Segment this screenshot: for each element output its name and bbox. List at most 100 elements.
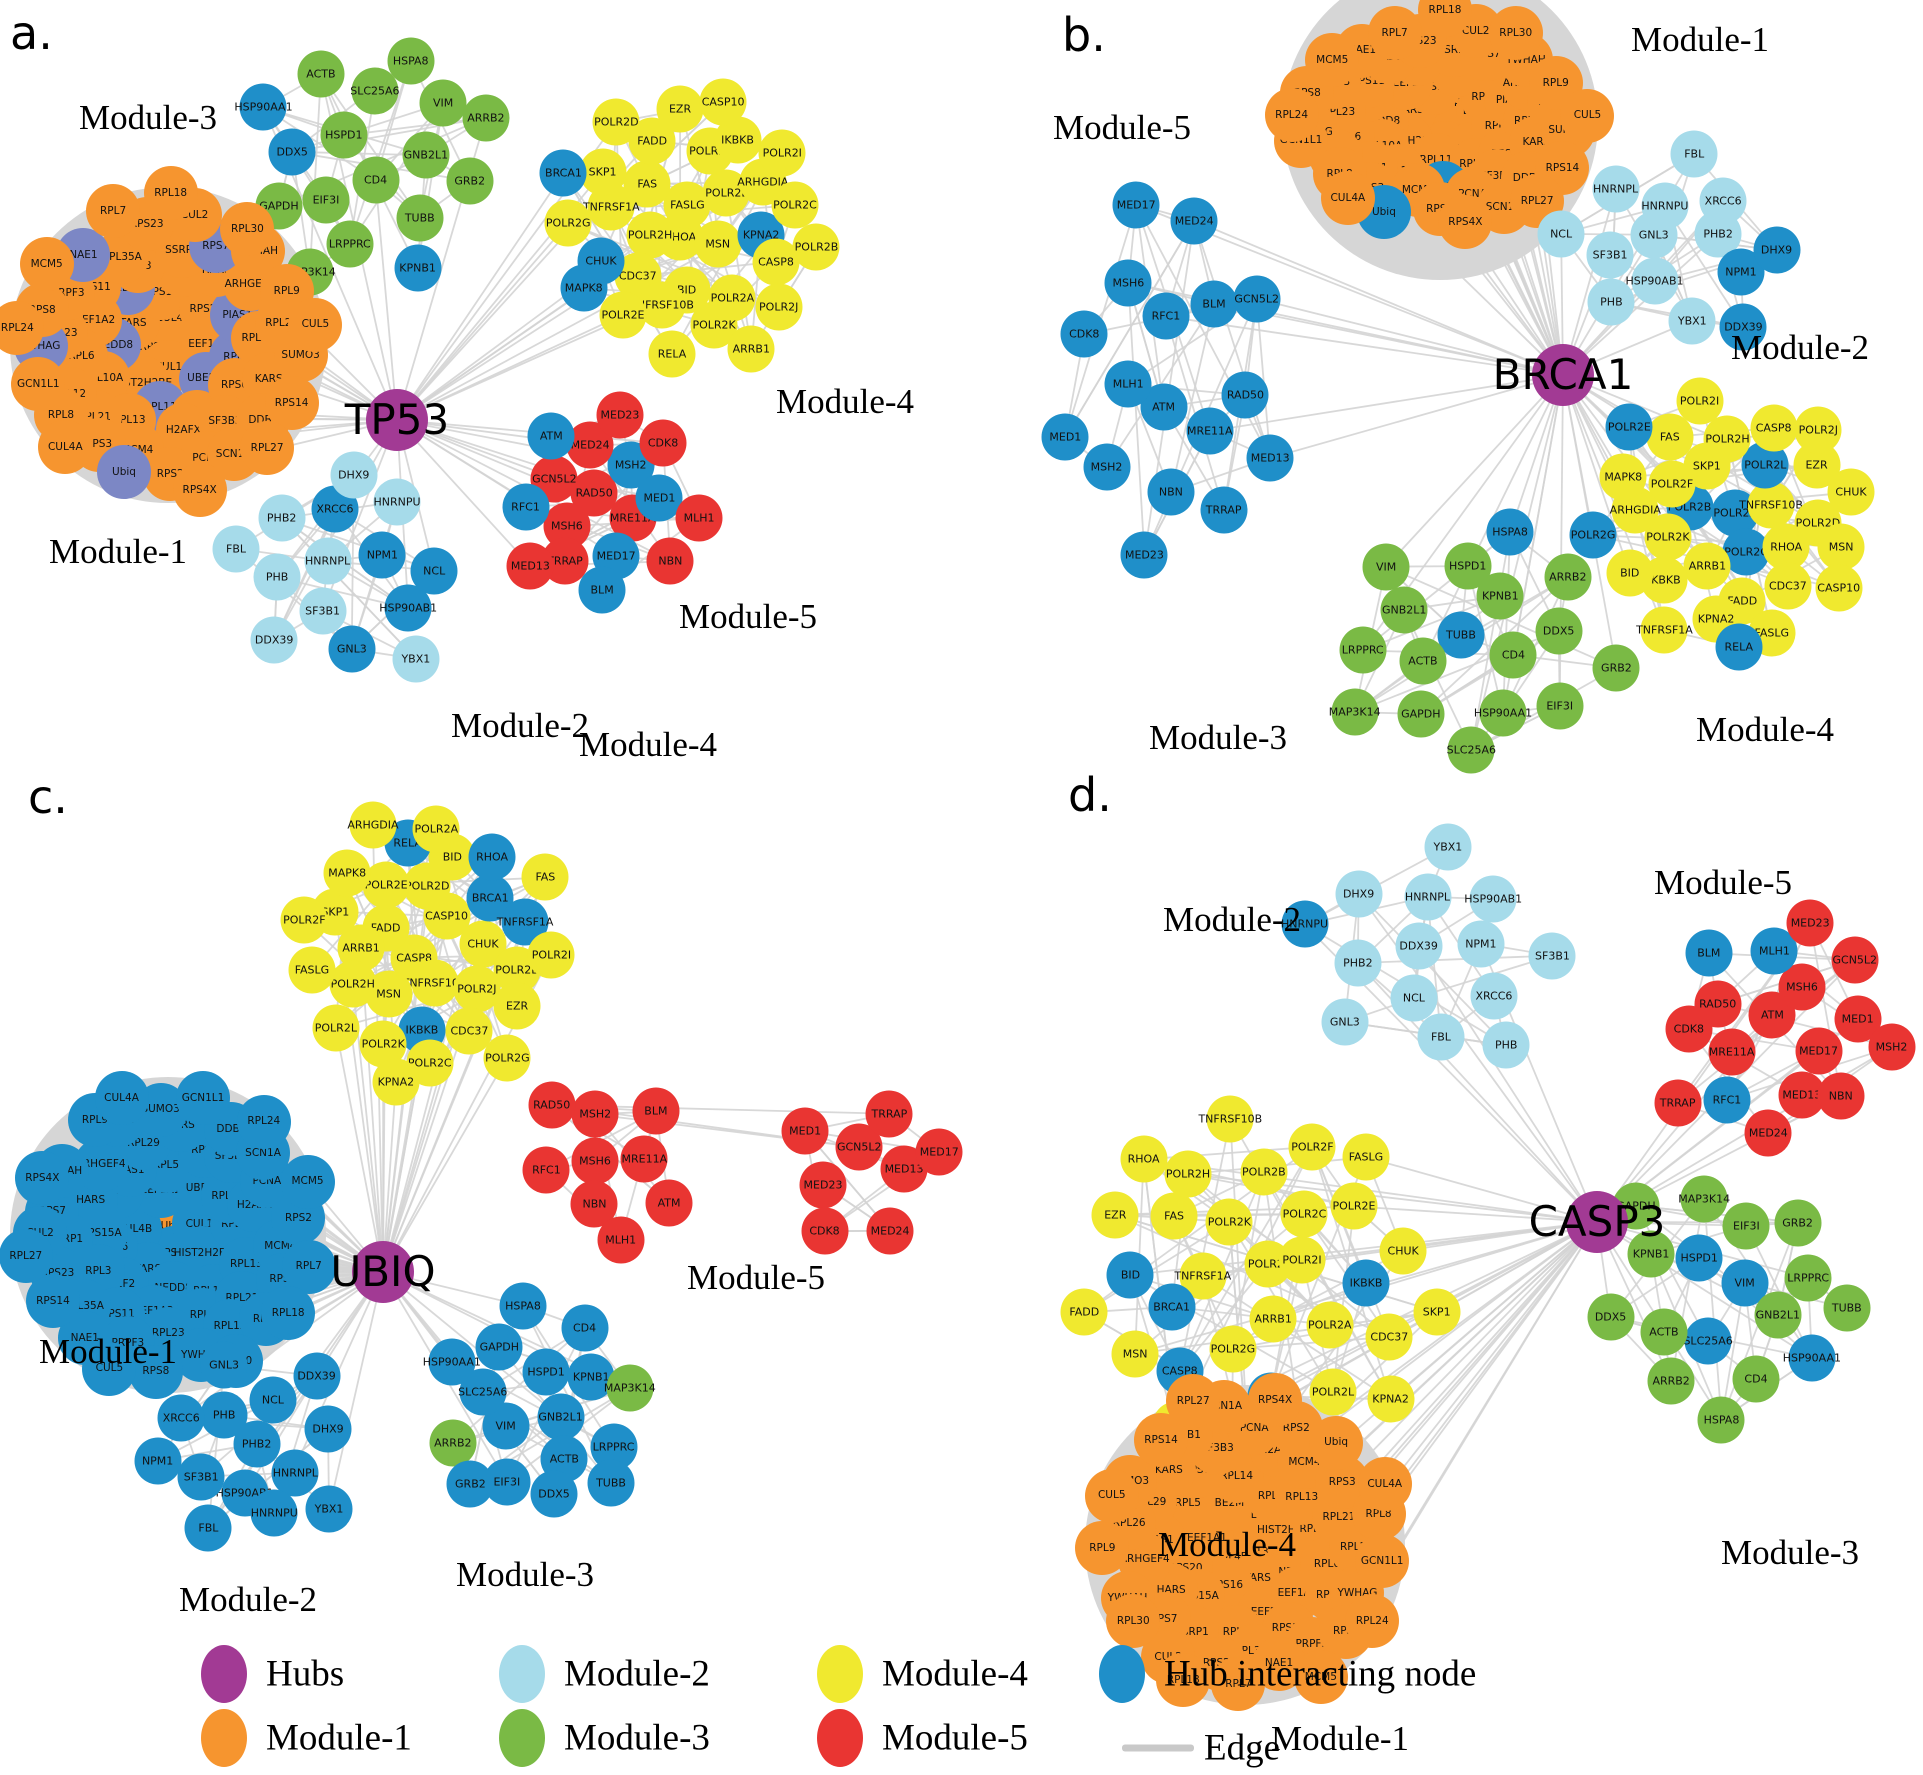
node-MED13: MED13: [1246, 434, 1294, 482]
edge: [1193, 220, 1272, 459]
edge: [1417, 945, 1598, 1223]
node-HSPD1: HSPD1: [1444, 542, 1492, 590]
edge: [396, 222, 569, 421]
node-ATM: ATM: [645, 1179, 693, 1227]
node-RPS4X: RPS4X: [172, 463, 227, 518]
node-IKBKB: IKBKB: [1342, 1259, 1390, 1307]
node-MCM5: MCM5: [280, 1154, 335, 1209]
node-RPS8: RPS8: [128, 1344, 183, 1399]
node-DHX9: DHX9: [1753, 226, 1801, 274]
node-VIM: VIM: [1362, 543, 1410, 591]
node-PHB: PHB: [1587, 278, 1635, 326]
node-DDX5: DDX5: [1535, 607, 1583, 655]
edge: [396, 108, 681, 421]
node-ARHGDIA: ARHGDIA: [347, 801, 399, 849]
node-NPM1: NPM1: [358, 531, 406, 579]
node-HNRNPL: HNRNPL: [304, 537, 352, 585]
node-ARRB1: ARRB1: [1683, 542, 1731, 590]
legend-label: Module-2: [564, 1653, 710, 1695]
edge: [1269, 374, 1564, 459]
node-SKP1: SKP1: [1413, 1288, 1461, 1336]
node-POLR2A: POLR2A: [412, 805, 460, 853]
node-RPL30: RPL30: [1488, 6, 1543, 61]
node-HSPA8: HSPA8: [387, 37, 435, 85]
edge: [1635, 1205, 1709, 1342]
edge: [1562, 374, 1631, 574]
node-DDX5: DDX5: [530, 1470, 578, 1518]
node-MED23: MED23: [596, 391, 644, 439]
node-FBL: FBL: [1670, 130, 1718, 178]
node-MRE11A: MRE11A: [620, 1135, 668, 1183]
node-TRRAP: TRRAP: [1654, 1079, 1702, 1127]
node-GNL3: GNL3: [328, 625, 376, 673]
node-ARRB2: ARRB2: [462, 94, 510, 142]
node-POLR2A: POLR2A: [1306, 1301, 1354, 1349]
node-POLR2F: POLR2F: [280, 896, 328, 944]
node-TNFRSF10B: TNFRSF10B: [630, 281, 694, 329]
legend-swatch-m3: [499, 1709, 545, 1767]
node-TNFRSF10B: TNFRSF10B: [403, 959, 466, 1007]
node-CUL5: CUL5: [288, 297, 343, 352]
node-POLR2J: POLR2J: [453, 965, 501, 1013]
legend-label: Module-1: [266, 1717, 412, 1759]
node-GCN1L1: GCN1L1: [1355, 1534, 1410, 1589]
node-MED24: MED24: [1170, 197, 1218, 245]
node-RPS4X: RPS4X: [1248, 1372, 1303, 1427]
node-RPS14: RPS14: [25, 1274, 80, 1329]
node-HSPD1: HSPD1: [522, 1348, 570, 1396]
node-PHB2: PHB2: [258, 494, 306, 542]
node-CDK8: CDK8: [801, 1207, 848, 1255]
node-FAS: FAS: [521, 853, 569, 901]
node-POLR2I: POLR2I: [758, 129, 806, 177]
node-DHX9: DHX9: [304, 1405, 352, 1453]
hub-node-CASP3: CASP3: [1529, 1191, 1665, 1253]
edge: [1470, 532, 1511, 751]
node-HSP90AB1: HSP90AB1: [379, 584, 437, 632]
node-XRCC6: XRCC6: [1470, 972, 1518, 1020]
node-TUBB: TUBB: [1823, 1284, 1871, 1332]
node-HNRNPU: HNRNPU: [1281, 900, 1328, 948]
node-MSH6: MSH6: [1104, 259, 1152, 307]
node-EZR: EZR: [656, 85, 704, 133]
node-HNRNPU: HNRNPU: [1641, 182, 1688, 230]
node-TUBB: TUBB: [1437, 611, 1485, 659]
edge: [382, 1271, 562, 1419]
node-RPL30: RPL30: [1106, 1594, 1161, 1649]
node-GNB2L1: GNB2L1: [1754, 1291, 1802, 1339]
node-NCL: NCL: [249, 1376, 297, 1424]
node-SF3B1: SF3B1: [1586, 231, 1634, 279]
node-HSP90AA1: HSP90AA1: [1783, 1334, 1841, 1382]
hub-node-UBIQ: UBIQ: [331, 1241, 436, 1303]
node-MED23: MED23: [1120, 531, 1168, 579]
edge: [374, 180, 398, 421]
node-CDC37: CDC37: [1764, 562, 1812, 610]
node-MSH2: MSH2: [1868, 1023, 1916, 1071]
node-HSP90AB1: HSP90AB1: [1626, 257, 1684, 305]
node-RPL18: RPL18: [261, 1286, 316, 1341]
legend-label: Hubs: [266, 1653, 345, 1695]
edge: [1170, 303, 1215, 493]
node-VIM: VIM: [419, 79, 467, 127]
node-Ubiq: Ubiq: [96, 445, 151, 500]
node-TRRAP: TRRAP: [1200, 486, 1248, 534]
node-MAP3K14: MAP3K14: [604, 1364, 656, 1412]
panel-letter-c: c.: [28, 770, 68, 824]
legend-swatch-hub: [201, 1645, 247, 1703]
edge: [725, 192, 753, 349]
node-CUL4A: CUL4A: [94, 1071, 149, 1126]
node-RPL27: RPL27: [240, 421, 295, 476]
node-CD4: CD4: [1732, 1355, 1780, 1403]
edge: [1470, 374, 1564, 751]
node-GRB2: GRB2: [446, 157, 494, 205]
node-POLR2G: POLR2G: [1209, 1325, 1257, 1373]
module-label-module-2: Module-2: [1162, 900, 1302, 939]
edge: [382, 1057, 509, 1273]
node-MED17: MED17: [1795, 1027, 1843, 1075]
node-POLR2I: POLR2I: [1676, 377, 1724, 425]
module-label-module-4: Module-4: [578, 725, 718, 764]
node-NBN: NBN: [1817, 1072, 1865, 1120]
edge: [335, 1028, 384, 1273]
node-CDK8: CDK8: [639, 419, 687, 467]
node-MED13: MED13: [506, 542, 554, 590]
node-HSP90AA1: HSP90AA1: [1474, 689, 1532, 737]
